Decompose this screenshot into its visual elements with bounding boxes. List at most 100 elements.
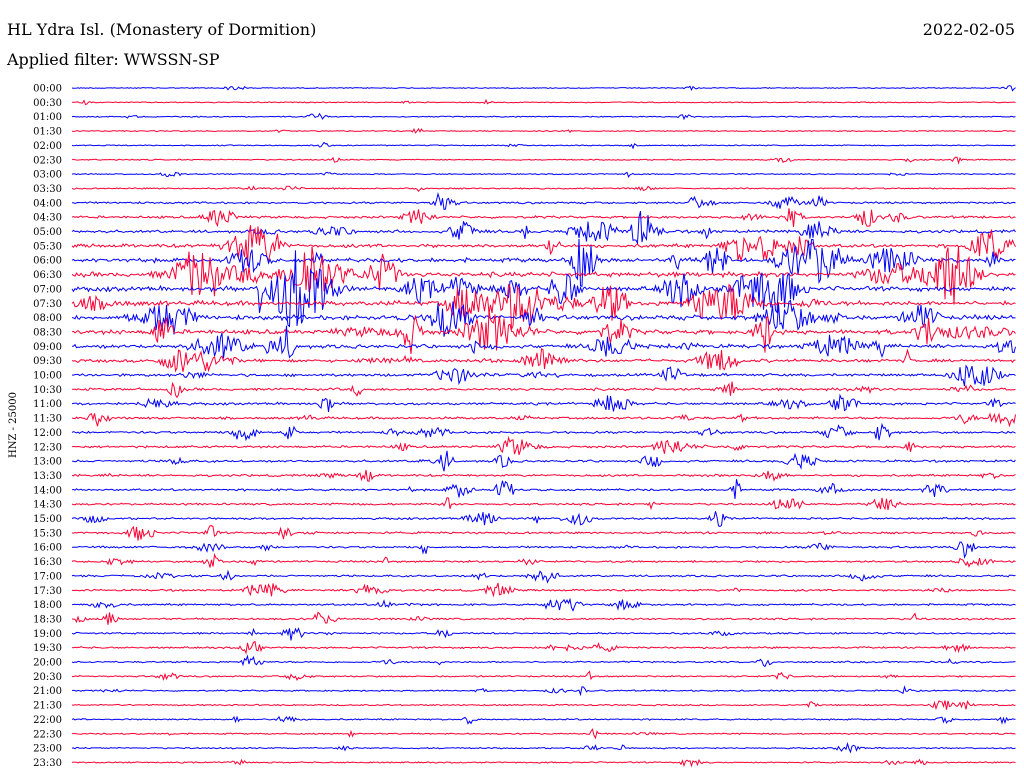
trace-line (71, 715, 1016, 725)
trace-line (71, 85, 1016, 92)
time-label: 06:00 (33, 256, 62, 267)
trace-line (71, 728, 1016, 740)
time-label: 17:30 (33, 586, 62, 597)
trace-line (71, 299, 1016, 337)
trace-line (71, 347, 1016, 373)
time-label: 17:00 (33, 571, 62, 582)
trace-line (71, 670, 1016, 681)
trace-line (72, 191, 1016, 210)
time-label: 15:00 (33, 514, 62, 525)
trace-line (71, 171, 1016, 178)
time-label: 11:30 (33, 414, 62, 425)
trace-line (71, 156, 1016, 165)
trace-line (71, 469, 1016, 482)
trace-line (71, 597, 1016, 612)
trace-line (71, 225, 1016, 266)
time-label: 07:00 (33, 284, 62, 295)
trace-line (71, 741, 1016, 754)
trace-line (71, 685, 1016, 697)
time-label: 10:00 (33, 371, 62, 382)
time-label: 13:30 (33, 471, 62, 482)
trace-line (71, 541, 1016, 559)
trace-line (71, 654, 1016, 668)
time-label: 02:00 (33, 141, 62, 152)
trace-line (71, 479, 1016, 499)
time-label: 16:30 (33, 557, 62, 568)
time-labels-layer: 00:00 00:30 01:00 01:30 02:00 02:30 03:00 03:30… (33, 84, 62, 769)
time-label: 23:30 (33, 758, 62, 769)
station-title: HL Ydra Isl. (Monastery of Dormition) (7, 20, 317, 39)
trace-line (71, 325, 1016, 359)
time-label: 09:30 (33, 356, 62, 367)
trace-line (71, 112, 1016, 121)
time-label: 13:00 (33, 457, 62, 468)
time-label: 16:00 (33, 543, 62, 554)
trace-line (71, 497, 1016, 511)
traces-layer (71, 85, 1016, 768)
time-label: 22:30 (33, 729, 62, 740)
time-label: 20:00 (33, 658, 62, 669)
time-label: 00:00 (33, 84, 62, 95)
time-label: 14:30 (33, 500, 62, 511)
trace-line (71, 582, 1016, 598)
y-axis-label: HNZ - 25000 (8, 392, 19, 458)
trace-line (71, 700, 1016, 711)
trace-line (71, 525, 1016, 541)
trace-line (71, 141, 1016, 150)
trace-line (71, 250, 1016, 328)
time-label: 07:30 (33, 299, 62, 310)
trace-line (72, 381, 1016, 399)
time-label: 12:00 (33, 428, 62, 439)
trace-line (71, 569, 1016, 584)
time-label: 21:30 (33, 701, 62, 712)
time-label: 03:00 (33, 170, 62, 181)
trace-line (71, 627, 1016, 641)
date-label: 2022-02-05 (922, 20, 1015, 39)
trace-line (71, 511, 1016, 527)
trace-line (71, 640, 1016, 655)
time-label: 11:00 (33, 399, 62, 410)
time-label: 23:00 (33, 744, 62, 755)
time-label: 09:00 (33, 342, 62, 353)
time-label: 15:30 (33, 528, 62, 539)
time-label: 22:00 (33, 715, 62, 726)
trace-line (71, 435, 1016, 455)
time-label: 00:30 (33, 98, 62, 109)
time-label: 03:30 (33, 184, 62, 195)
trace-line (71, 552, 1016, 568)
trace-line (71, 422, 1016, 442)
time-label: 18:30 (33, 614, 62, 625)
trace-line (71, 611, 1016, 625)
trace-line (71, 758, 1016, 768)
trace-line (71, 210, 1016, 246)
time-label: 19:30 (33, 643, 62, 654)
trace-line (71, 246, 1016, 305)
time-label: 21:00 (33, 686, 62, 697)
filter-label: Applied filter: WWSSN-SP (7, 50, 220, 69)
time-label: 02:30 (33, 155, 62, 166)
trace-line (71, 393, 1016, 412)
time-label: 14:00 (33, 485, 62, 496)
time-label: 19:00 (33, 629, 62, 640)
trace-line (72, 98, 1016, 106)
trace-line (71, 412, 1016, 428)
time-label: 05:30 (33, 241, 62, 252)
trace-line (71, 283, 1016, 330)
trace-line (71, 364, 1016, 387)
time-label: 01:00 (33, 112, 62, 123)
time-label: 12:30 (33, 442, 62, 453)
time-label: 04:00 (33, 198, 62, 209)
time-label: 08:30 (33, 327, 62, 338)
time-label: 04:30 (33, 213, 62, 224)
trace-line (71, 238, 1016, 288)
time-label: 05:00 (33, 227, 62, 238)
time-label: 18:00 (33, 600, 62, 611)
trace-line (71, 311, 1016, 355)
trace-line (71, 185, 1016, 192)
time-label: 20:30 (33, 672, 62, 683)
trace-line (71, 127, 1016, 134)
time-label: 10:30 (33, 385, 62, 396)
time-label: 06:30 (33, 270, 62, 281)
time-label: 01:30 (33, 127, 62, 138)
